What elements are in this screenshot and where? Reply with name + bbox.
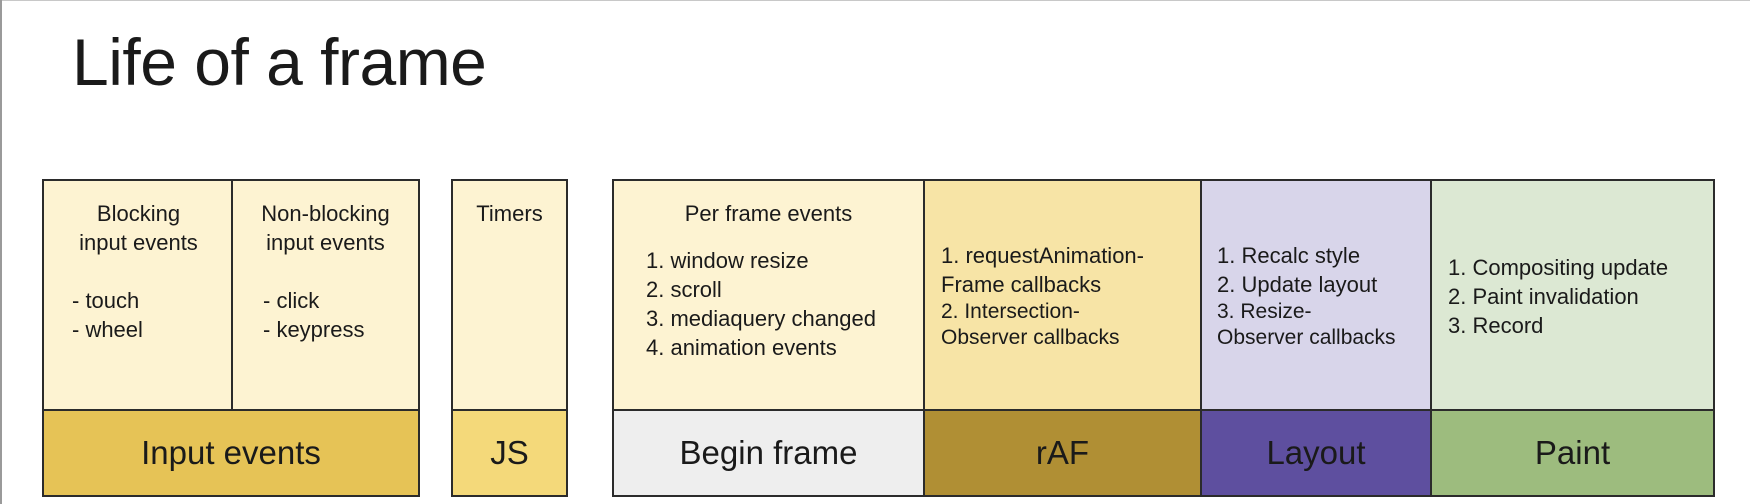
- timers-cell: Timers: [453, 181, 566, 411]
- layout-line-3: 3. Resize-: [1217, 300, 1312, 323]
- js-group: Timers JS: [451, 179, 568, 497]
- per-frame-item-2: 2. scroll: [646, 277, 722, 302]
- layout-label: Layout: [1202, 411, 1430, 495]
- paint-label: Paint: [1432, 411, 1713, 495]
- raf-line-1: 1. requestAnimation-: [941, 243, 1144, 268]
- js-split-line: [453, 409, 566, 411]
- input-events-label: Input events: [44, 411, 418, 495]
- non-blocking-item-click: - click: [263, 288, 320, 313]
- paint-line-1: 1. Compositing update: [1448, 255, 1669, 280]
- blocking-item-touch: - touch: [72, 288, 140, 313]
- non-blocking-heading-line-2: input events: [266, 230, 385, 255]
- blocking-item-wheel: - wheel: [72, 317, 143, 342]
- js-label: JS: [453, 411, 566, 495]
- begin-frame-label: Begin frame: [614, 411, 923, 495]
- blocking-heading-line-1: Blocking: [96, 201, 181, 226]
- left-border: [0, 0, 2, 504]
- non-blocking-heading-line-1: Non-blocking: [261, 201, 390, 226]
- divider-begin-raf: [923, 181, 925, 495]
- paint-cell: 1. Compositing update 2. Paint invalidat…: [1432, 181, 1713, 411]
- blocking-heading-line-2: input events: [79, 230, 198, 255]
- non-blocking-item-keypress: - keypress: [263, 317, 365, 342]
- non-blocking-input-events-cell: Non-blocking input events - click - keyp…: [233, 181, 418, 411]
- input-split-line: [44, 409, 418, 411]
- raf-line-3: 2. Intersection-: [941, 300, 1080, 323]
- layout-line-1: 1. Recalc style: [1217, 243, 1361, 268]
- frame-pipeline-group: Per frame events 1. window resize 2. scr…: [612, 179, 1715, 497]
- input-events-group: Blocking input events - touch - wheel No…: [42, 179, 420, 497]
- raf-cell: 1. requestAnimation- Frame callbacks 2. …: [925, 181, 1200, 411]
- layout-line-2: 2. Update layout: [1217, 272, 1378, 297]
- per-frame-events-heading: Per frame events: [684, 201, 853, 226]
- raf-label: rAF: [925, 411, 1200, 495]
- per-frame-item-4: 4. animation events: [646, 335, 837, 360]
- timers-heading: Timers: [476, 201, 543, 226]
- raf-line-2: Frame callbacks: [941, 272, 1102, 297]
- raf-line-4: Observer callbacks: [941, 326, 1120, 349]
- divider-raf-layout: [1200, 181, 1202, 495]
- divider-layout-paint: [1430, 181, 1432, 495]
- frame-split-line: [614, 409, 1713, 411]
- top-border: [0, 0, 1750, 1]
- layout-cell: 1. Recalc style 2. Update layout 3. Resi…: [1202, 181, 1430, 411]
- paint-line-3: 3. Record: [1448, 313, 1544, 338]
- slide-title: Life of a frame: [72, 25, 487, 99]
- paint-line-2: 2. Paint invalidation: [1448, 284, 1639, 309]
- per-frame-item-3: 3. mediaquery changed: [646, 306, 876, 331]
- blocking-input-events-cell: Blocking input events - touch - wheel: [44, 181, 233, 411]
- per-frame-events-cell: Per frame events 1. window resize 2. scr…: [614, 181, 923, 411]
- input-divider: [231, 181, 233, 411]
- per-frame-item-1: 1. window resize: [646, 248, 809, 273]
- layout-line-4: Observer callbacks: [1217, 326, 1396, 349]
